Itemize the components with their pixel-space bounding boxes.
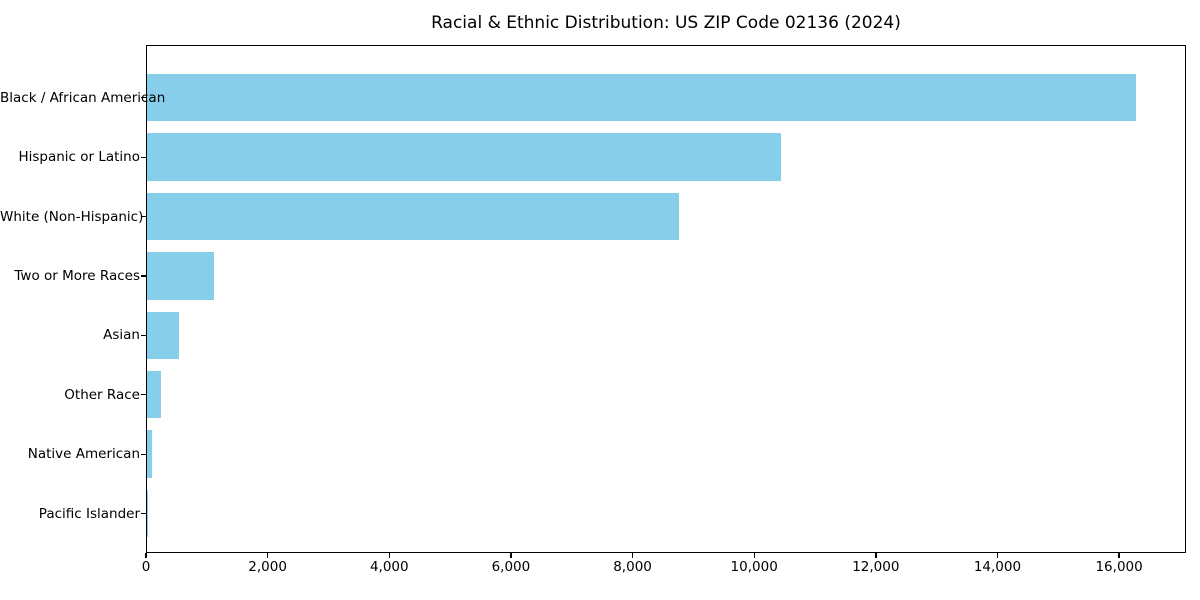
x-tick-label-6000: 6,000 [491, 559, 531, 575]
y-tick-mark [141, 453, 146, 455]
bar-white-non-hispanic [147, 192, 679, 241]
y-tick-mark [141, 394, 146, 396]
x-tick-mark [510, 553, 512, 558]
x-tick-label-14000: 14,000 [973, 559, 1022, 575]
y-tick-mark [141, 216, 146, 218]
y-tick-mark [141, 513, 146, 515]
x-tick-mark [1118, 553, 1120, 558]
x-tick-mark [267, 553, 269, 558]
x-tick-label-16000: 16,000 [1095, 559, 1143, 575]
y-tick-label-pacific-islander: Pacific Islander [38, 505, 140, 522]
y-tick-label-two-or-more-races: Two or More Races [14, 267, 140, 284]
x-tick-mark [631, 553, 634, 558]
bar-black-african-american [147, 73, 1136, 122]
y-tick-label-black-african-american: Black / African American [0, 89, 166, 106]
y-tick-mark [141, 334, 146, 337]
chart-title: Racial & Ethnic Distribution: US ZIP Cod… [431, 13, 901, 33]
y-tick-mark [141, 156, 146, 158]
x-tick-mark [753, 553, 755, 558]
y-tick-mark [141, 275, 146, 277]
y-tick-label-other-race: Other Race [64, 386, 140, 403]
y-tick-mark [141, 97, 146, 99]
bar-native-american [147, 430, 153, 478]
x-tick-mark [996, 553, 999, 558]
bar-two-or-more-races [147, 252, 215, 300]
y-tick-label-native-american: Native American [27, 446, 140, 463]
x-tick-label-10000: 10,000 [730, 559, 778, 575]
y-tick-label-hispanic-or-latino: Hispanic or Latino [18, 149, 140, 166]
bar-pacific-islander [147, 489, 148, 538]
bar-hispanic-or-latino [147, 133, 782, 181]
y-tick-label-white-non-hispanic: White (Non-Hispanic) [0, 208, 144, 225]
bar-other-race [147, 370, 161, 419]
plot-area [146, 45, 1186, 553]
bar-asian [147, 311, 179, 360]
x-tick-label-2000: 2,000 [248, 559, 287, 575]
x-tick-label-8000: 8,000 [613, 559, 652, 575]
x-tick-mark [875, 553, 877, 558]
x-tick-label-0: 0 [141, 559, 151, 575]
x-tick-label-4000: 4,000 [369, 559, 409, 575]
x-tick-mark [388, 553, 390, 558]
y-tick-label-asian: Asian [103, 327, 140, 344]
x-tick-label-12000: 12,000 [852, 559, 900, 575]
x-tick-mark [145, 553, 147, 558]
